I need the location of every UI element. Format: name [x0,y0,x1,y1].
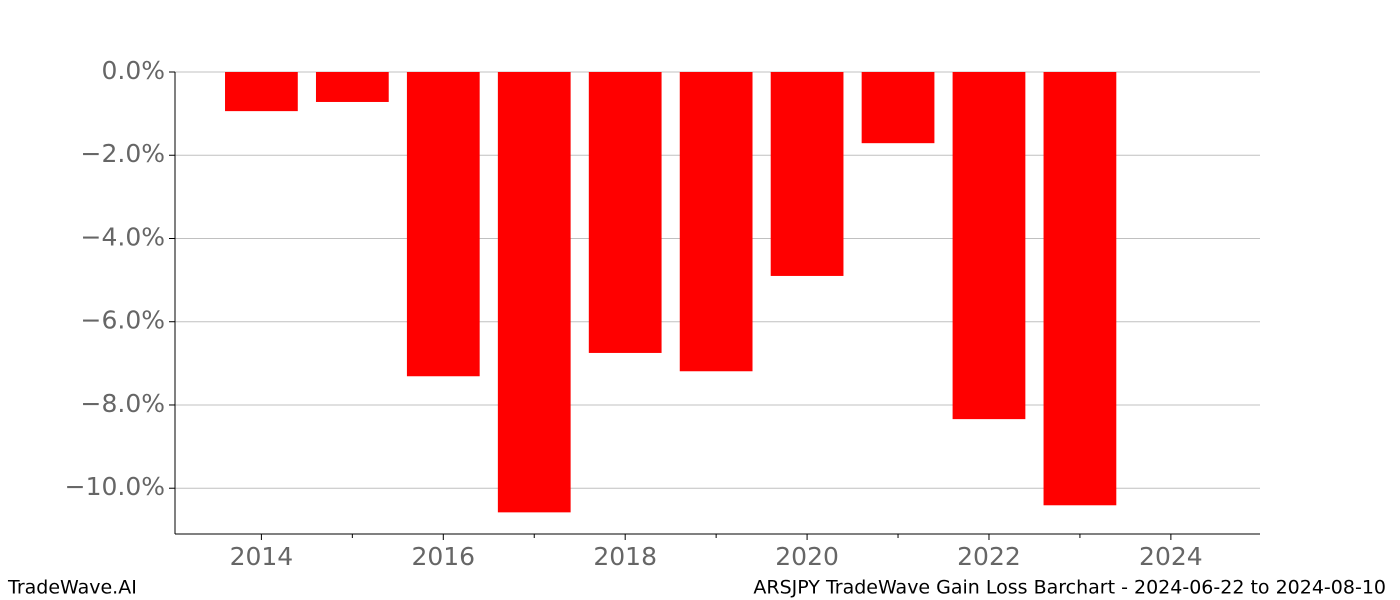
x-tick-label: 2014 [230,542,294,571]
x-tick-label: 2016 [411,542,475,571]
chart-title: ARSJPY TradeWave Gain Loss Barchart - 20… [753,577,1386,599]
bar [861,72,935,144]
x-tick-label: 2018 [593,542,657,571]
y-tick-label: 0.0% [101,56,165,85]
x-tick-label: 2024 [1139,542,1203,571]
bar [588,72,662,353]
bar [225,72,298,112]
y-tick-label: −6.0% [81,306,165,335]
bar [770,72,844,276]
bar [952,72,1026,420]
bar [315,72,389,102]
y-tick-label: −8.0% [81,389,165,418]
y-tick-label: −2.0% [81,139,165,168]
x-tick-label: 2022 [957,542,1021,571]
y-tick-label: −10.0% [65,472,165,501]
bar [406,72,480,377]
bar [497,72,571,513]
bar [679,72,753,372]
x-tick-label: 2020 [775,542,839,571]
y-tick-label: −4.0% [81,222,165,251]
brand: TradeWave.AI [7,577,137,599]
bar [1043,72,1117,506]
